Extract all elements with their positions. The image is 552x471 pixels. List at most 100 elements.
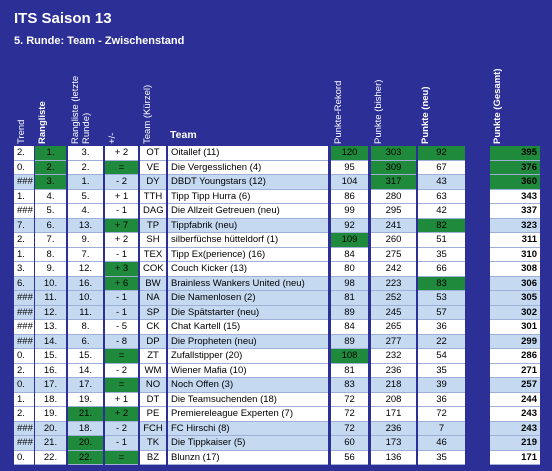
cell: 11.	[35, 291, 66, 306]
cell: 286	[490, 349, 540, 364]
cell: 1.	[14, 392, 34, 407]
cell: ###	[14, 175, 34, 190]
column-header: Punkte (neu)	[420, 86, 431, 144]
cell: 7	[418, 421, 465, 436]
column-header: Punkte-Rekord	[333, 80, 344, 144]
cell: 337	[490, 204, 540, 219]
cell: 223	[371, 276, 416, 291]
cell: TTH	[140, 189, 166, 204]
cell: 271	[490, 363, 540, 378]
cell: 14.	[68, 363, 103, 378]
cell: 3.	[68, 146, 103, 161]
cell: 280	[371, 189, 416, 204]
cell: 3.	[35, 175, 66, 190]
cell: 16.	[35, 363, 66, 378]
cell: 11.	[68, 305, 103, 320]
cell: 306	[490, 276, 540, 291]
cell: PE	[140, 407, 166, 422]
cell: 21.	[68, 407, 103, 422]
cell: 2.	[14, 407, 34, 422]
cell: 12.	[68, 262, 103, 277]
cell: 0.	[14, 450, 34, 465]
team-name: Blunzn (17)	[168, 450, 328, 465]
cell: - 1	[105, 247, 138, 262]
cell: 15.	[35, 349, 66, 364]
cell: 252	[371, 291, 416, 306]
cell: 80	[331, 262, 368, 277]
cell: 89	[331, 305, 368, 320]
cell: 4.	[35, 189, 66, 204]
cell: + 1	[105, 189, 138, 204]
cell: - 8	[105, 334, 138, 349]
column-header: Rangliste	[37, 101, 48, 144]
cell: 232	[371, 349, 416, 364]
cell: 9.	[35, 262, 66, 277]
cell: 301	[490, 320, 540, 335]
cell: 63	[418, 189, 465, 204]
cell: 241	[371, 218, 416, 233]
cell: 35	[418, 247, 465, 262]
cell: 305	[490, 291, 540, 306]
cell: 8.	[35, 247, 66, 262]
cell: 99	[331, 204, 368, 219]
cell: 86	[331, 189, 368, 204]
column-header: Punkte (bisher)	[373, 79, 384, 144]
cell: 395	[490, 146, 540, 161]
cell: ###	[14, 334, 34, 349]
team-name: Oitallef (11)	[168, 146, 328, 161]
cell: 36	[418, 320, 465, 335]
cell: 17.	[68, 378, 103, 393]
cell: 0.	[14, 378, 34, 393]
cell: 36	[418, 392, 465, 407]
cell: 98	[331, 276, 368, 291]
cell: 236	[371, 363, 416, 378]
cell: 53	[418, 291, 465, 306]
cell: + 7	[105, 218, 138, 233]
team-name: Tipp Tipp Hurra (6)	[168, 189, 328, 204]
cell: 82	[418, 218, 465, 233]
cell: 10.	[35, 276, 66, 291]
cell: =	[105, 450, 138, 465]
cell: 7.	[35, 233, 66, 248]
cell: ###	[14, 204, 34, 219]
cell: 8.	[68, 320, 103, 335]
cell: DY	[140, 175, 166, 190]
cell: BZ	[140, 450, 166, 465]
cell: ###	[14, 436, 34, 451]
team-name: Tipp Ex(perience) (16)	[168, 247, 328, 262]
cell: OT	[140, 146, 166, 161]
team-name: Wiener Mafia (10)	[168, 363, 328, 378]
cell: 14.	[35, 334, 66, 349]
cell: 66	[418, 262, 465, 277]
cell: 171	[371, 407, 416, 422]
cell: 243	[490, 421, 540, 436]
cell: 1.	[35, 146, 66, 161]
team-name: silberfüchse hütteldorf (1)	[168, 233, 328, 248]
cell: 72	[331, 421, 368, 436]
cell: 72	[331, 392, 368, 407]
cell: 7.	[68, 247, 103, 262]
cell: - 1	[105, 291, 138, 306]
cell: 43	[418, 175, 465, 190]
column-header: Rangliste (letzte Runde)	[70, 75, 92, 144]
cell: 35	[418, 363, 465, 378]
cell: VE	[140, 160, 166, 175]
cell: COK	[140, 262, 166, 277]
cell: 89	[331, 334, 368, 349]
cell: 81	[331, 291, 368, 306]
cell: + 1	[105, 392, 138, 407]
column-header: Trend	[16, 119, 27, 144]
cell: 303	[371, 146, 416, 161]
cell: - 1	[105, 204, 138, 219]
cell: 311	[490, 233, 540, 248]
cell: 83	[418, 276, 465, 291]
team-name: Premiereleague Experten (7)	[168, 407, 328, 422]
cell: =	[105, 160, 138, 175]
cell: 22	[418, 334, 465, 349]
cell: 18.	[68, 421, 103, 436]
cell: 22.	[35, 450, 66, 465]
cell: 245	[371, 305, 416, 320]
cell: 275	[371, 247, 416, 262]
cell: - 1	[105, 436, 138, 451]
